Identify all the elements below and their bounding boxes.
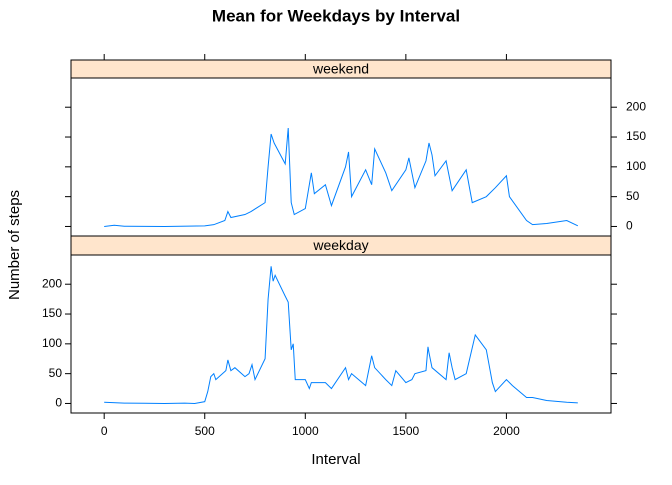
y-tick-label: 200	[42, 276, 62, 290]
chart-title: Mean for Weekdays by Interval	[212, 6, 460, 25]
y-tick-label: 150	[42, 306, 62, 320]
strip-label: weekend	[312, 61, 369, 77]
y-tick-label: 50	[626, 189, 640, 203]
x-tick-label: 2000	[493, 424, 520, 438]
x-tick-label: 1500	[393, 424, 420, 438]
y-axis-label: Number of steps	[6, 190, 23, 300]
y-tick-label: 0	[55, 396, 62, 410]
line	[104, 266, 578, 404]
x-tick-label: 0	[101, 424, 108, 438]
y-tick-label: 50	[49, 366, 63, 380]
y-tick-label: 100	[42, 336, 62, 350]
x-tick-label: 500	[195, 424, 215, 438]
panel-frame	[70, 254, 612, 414]
line	[104, 128, 579, 227]
y-tick-label: 150	[626, 129, 646, 143]
x-tick-label: 1000	[292, 424, 319, 438]
y-tick-label: 0	[626, 219, 633, 233]
y-tick-label: 100	[626, 159, 646, 173]
y-tick-label: 200	[626, 99, 646, 113]
x-axis-label: Interval	[311, 451, 360, 468]
strip-label: weekday	[312, 237, 368, 253]
panel-frame	[70, 77, 612, 237]
